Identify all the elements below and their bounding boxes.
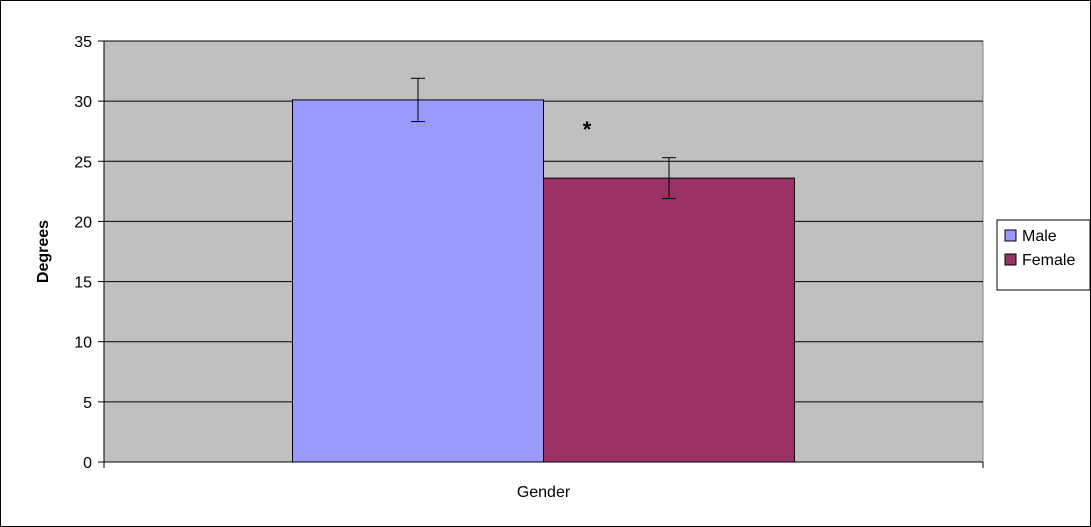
legend-label-male: Male (1022, 228, 1057, 245)
x-axis-label: Gender (517, 484, 571, 501)
y-tick-label: 5 (83, 395, 92, 412)
y-axis-label: Degrees (35, 220, 52, 283)
y-tick-label: 25 (74, 154, 92, 171)
y-axis: 0 5 10 15 20 25 30 35 (74, 34, 105, 472)
significance-annotation: * (583, 117, 592, 142)
y-tick-label: 30 (74, 94, 92, 111)
y-tick-label: 35 (74, 34, 92, 51)
bar-male (292, 99, 544, 463)
legend-label-female: Female (1022, 252, 1075, 269)
legend-swatch-male (1004, 229, 1017, 242)
error-bars (411, 77, 676, 200)
y-tick-label: 20 (74, 214, 92, 231)
legend-swatch-female (1004, 253, 1017, 266)
x-axis (103, 461, 984, 468)
y-tick-label: 10 (74, 335, 92, 352)
bars (292, 99, 795, 463)
y-tick-label: 15 (74, 275, 92, 292)
legend: Male Female (996, 219, 1091, 291)
bar-female (543, 177, 795, 463)
y-tick-label: 0 (83, 455, 92, 472)
